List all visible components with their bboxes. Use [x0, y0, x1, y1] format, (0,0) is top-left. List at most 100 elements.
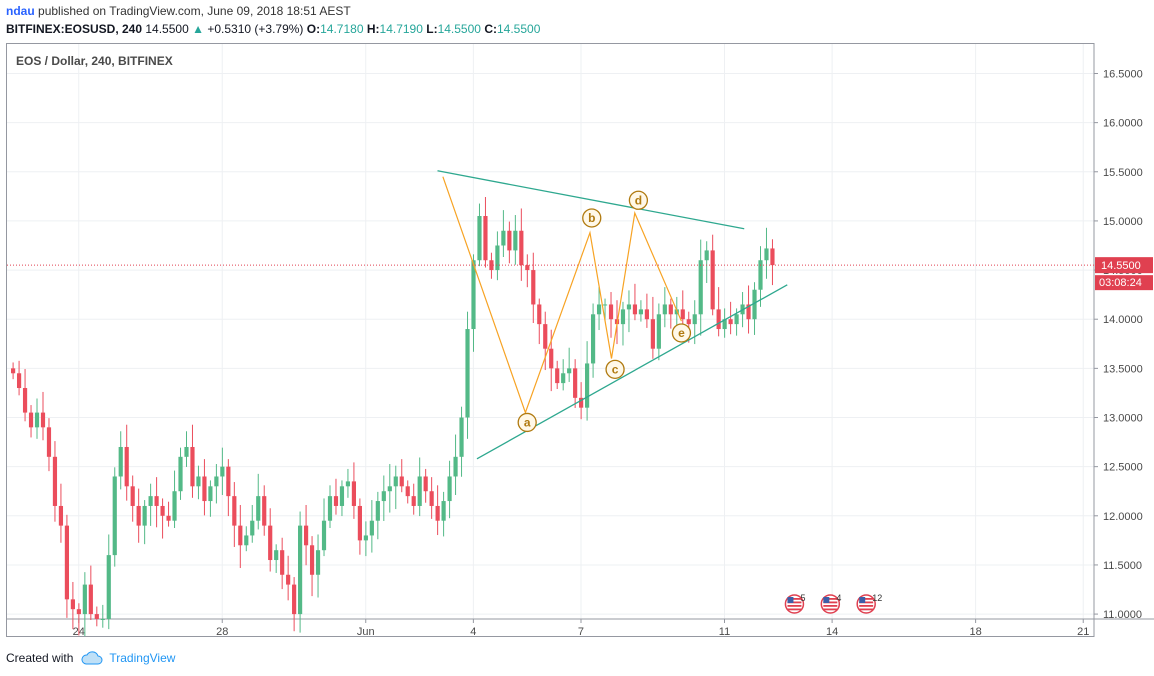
- candle: [519, 208, 524, 281]
- candle: [333, 478, 339, 515]
- x-tick-label: 4: [470, 626, 476, 638]
- candle-body: [22, 388, 28, 413]
- y-tick-label: 16.0000: [1103, 118, 1143, 130]
- candle: [477, 203, 482, 267]
- price-axis: 16.500016.000015.500015.000014.500014.00…: [1093, 43, 1143, 637]
- candle: [752, 282, 757, 335]
- candle: [178, 447, 183, 500]
- wave-label-text: e: [678, 326, 685, 340]
- candle: [58, 483, 64, 543]
- candle: [656, 303, 661, 361]
- wave-label-d: d: [628, 190, 649, 210]
- candle-body: [435, 505, 440, 521]
- candle: [728, 301, 733, 335]
- candle: [22, 369, 28, 422]
- countdown-tag-text: 03:08:24: [1099, 277, 1142, 289]
- wave-label-a: a: [517, 412, 537, 433]
- us-flag-icon: 5: [784, 593, 805, 614]
- candle-body: [274, 550, 279, 561]
- us-flag-icon: 4: [820, 593, 841, 614]
- candle: [28, 405, 34, 438]
- candle: [11, 362, 16, 380]
- candle-body: [411, 496, 416, 506]
- candle: [596, 287, 602, 331]
- candle-body: [321, 520, 327, 551]
- candle: [465, 311, 470, 439]
- candle-body: [154, 496, 159, 506]
- candle: [405, 480, 410, 504]
- wave-label-circle: [582, 208, 602, 228]
- candle-body: [692, 314, 697, 325]
- flag-stripe: [859, 608, 874, 611]
- y-tick-label: 13.0000: [1103, 413, 1143, 425]
- candle: [286, 555, 291, 601]
- candle: [262, 485, 267, 536]
- candle-body: [429, 491, 434, 506]
- candle-body: [752, 289, 757, 320]
- candle-body: [447, 476, 452, 502]
- candle-body: [417, 476, 422, 506]
- candle-body: [369, 520, 374, 536]
- candle-body: [716, 309, 721, 330]
- wave-label-text: c: [612, 362, 619, 376]
- candle-body: [309, 545, 315, 575]
- y-tick-label: 14.0000: [1103, 314, 1143, 326]
- candle-body: [698, 260, 703, 315]
- candle: [268, 508, 273, 572]
- flag-stripe: [859, 601, 874, 604]
- x-tick-label: 21: [1077, 626, 1089, 638]
- candle-body: [268, 525, 273, 561]
- candle: [453, 434, 458, 496]
- candle-body: [118, 446, 123, 477]
- flag-stripe: [787, 605, 802, 607]
- candle: [315, 534, 321, 598]
- candle: [357, 498, 362, 555]
- candle-body: [244, 535, 249, 546]
- candle: [722, 308, 727, 338]
- candle: [644, 293, 649, 328]
- y-tick-label: 15.5000: [1103, 167, 1143, 179]
- author-name[interactable]: ndau: [6, 4, 35, 18]
- candle: [250, 504, 255, 543]
- candle-body: [88, 584, 93, 615]
- candle-body: [501, 230, 506, 246]
- candle: [172, 470, 177, 529]
- candle: [46, 418, 52, 472]
- flag-stripe: [823, 601, 838, 604]
- candle: [501, 210, 506, 258]
- candle-body: [172, 491, 177, 521]
- candle-body: [292, 584, 297, 615]
- candle: [668, 298, 673, 329]
- tradingview-link[interactable]: TradingView: [109, 651, 176, 665]
- candle-body: [58, 505, 64, 526]
- pane-title: EOS / Dollar, 240, BITFINEX: [16, 54, 173, 68]
- candle-body: [650, 319, 655, 349]
- wave-label-text: b: [588, 211, 595, 225]
- candle-body: [573, 368, 578, 398]
- publish-text: published on TradingView.com, June 09, 2…: [38, 4, 351, 18]
- candle-body: [405, 486, 410, 497]
- elliott-wave-path: [442, 176, 682, 415]
- x-tick-label: 14: [826, 626, 838, 638]
- candle-body: [166, 515, 171, 521]
- y-tick-label: 15.0000: [1103, 216, 1143, 228]
- candle: [632, 283, 638, 321]
- created-with-text: Created with: [6, 651, 74, 665]
- candle: [94, 606, 99, 627]
- candle: [202, 459, 207, 516]
- triangle-up-icon: ▲: [192, 22, 204, 36]
- event-markers: 5 4 12: [784, 593, 882, 614]
- last-price-tag-text: 14.5500: [1101, 260, 1141, 272]
- wave-label-circle: [517, 412, 537, 433]
- flag-stripe: [859, 605, 874, 607]
- candle-body: [303, 525, 309, 546]
- candle: [746, 285, 751, 334]
- candle-body: [393, 476, 398, 487]
- candle: [82, 572, 87, 637]
- candle: [411, 483, 416, 515]
- candle: [435, 485, 440, 536]
- candle-body: [495, 245, 500, 271]
- trendline-upper: [437, 170, 745, 230]
- candle: [495, 231, 500, 281]
